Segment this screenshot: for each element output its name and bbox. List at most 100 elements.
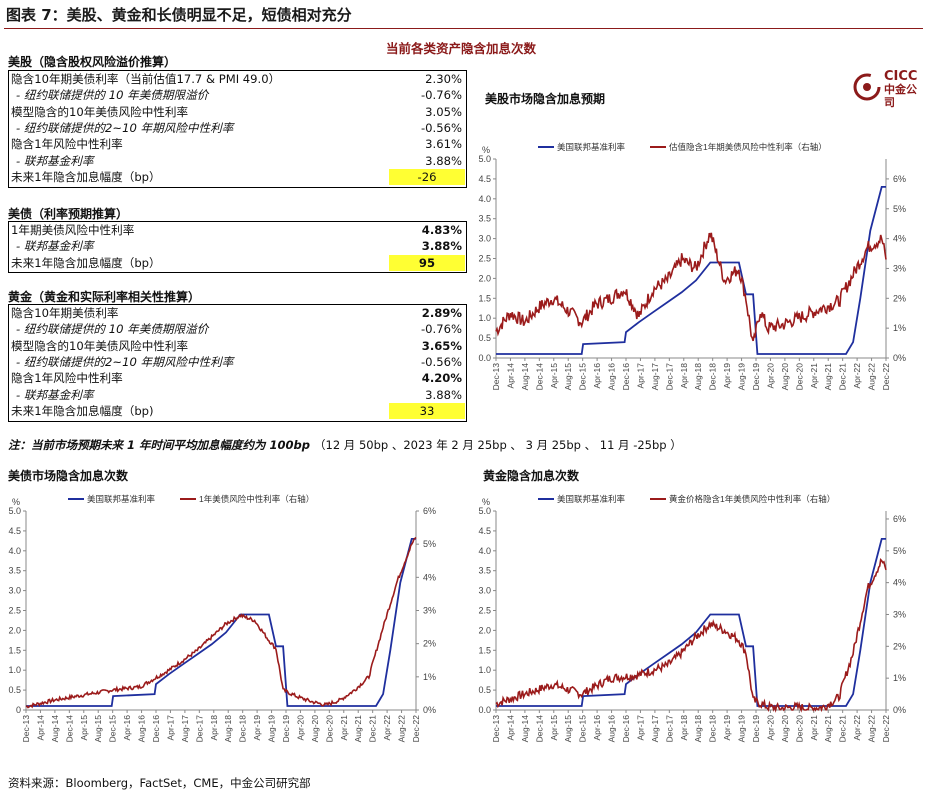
x-tick-label: Apr-22: [852, 363, 862, 389]
x-tick-label: Dec-16: [621, 715, 631, 743]
fed-rate-line: [496, 538, 886, 707]
x-tick-label: Dec-14: [534, 715, 544, 743]
y-right-tick-label: 1%: [423, 672, 436, 682]
x-tick-label: Apr-14: [505, 715, 515, 741]
x-tick-label: Apr-21: [809, 363, 819, 389]
y-tick-label: 1.5: [478, 645, 491, 655]
x-tick-label: Apr-19: [722, 715, 732, 741]
x-tick-label: Dec-21: [838, 363, 848, 391]
table-row: 隐含1年风险中性利率 4.20%: [11, 371, 462, 386]
cicc-logo-icon: [853, 73, 881, 101]
x-tick-label: Apr-18: [209, 715, 219, 741]
x-tick-label: Dec-15: [578, 363, 588, 391]
x-tick-label: Dec-20: [794, 363, 804, 391]
stocks-table: 隐含10年期美债利率（当前估值17.7 & PMI 49.0） 2.30% - 纽…: [8, 71, 465, 186]
y-tick-label: 2.5: [478, 606, 491, 616]
table-row: 未来1年隐含加息幅度（bp) 33: [8, 402, 465, 420]
x-tick-label: Aug-20: [780, 363, 790, 391]
x-tick-label: Aug-14: [50, 715, 60, 743]
y-tick-label: 0.0: [478, 353, 491, 363]
x-tick-label: Apr-20: [765, 715, 775, 741]
x-tick-label: Aug-19: [737, 715, 747, 743]
x-tick-label: Dec-14: [64, 715, 74, 743]
x-tick-label: Dec-19: [751, 363, 761, 391]
chart-title: 美股市场隐含加息预期: [485, 92, 606, 106]
x-tick-label: Aug-21: [823, 363, 833, 391]
x-tick-label: Dec-18: [238, 715, 248, 743]
legend-fed-label: 美国联邦基准利率: [557, 142, 626, 152]
x-tick-label: Apr-16: [592, 363, 602, 389]
x-tick-label: Apr-18: [679, 363, 689, 389]
y-right-tick-label: 1%: [893, 323, 906, 333]
x-tick-label: Dec-22: [881, 363, 891, 391]
y-right-tick-label: 3%: [423, 606, 436, 616]
x-tick-label: Dec-13: [491, 363, 501, 391]
y-tick-label: 4.5: [478, 174, 491, 184]
y-tick-label: 2.5: [478, 254, 491, 264]
x-tick-label: Aug-20: [780, 715, 790, 743]
gold-result-value: 33: [389, 402, 465, 420]
fed-rate-line: [496, 186, 886, 355]
y-right-tick-label: 2%: [893, 293, 906, 303]
chart-title: 美债市场隐含加息次数: [8, 469, 129, 483]
x-tick-label: Dec-20: [794, 715, 804, 743]
stocks-result-value: -26: [389, 168, 465, 186]
y-tick-label: 3.0: [8, 586, 21, 596]
bonds-heading: 美债（利率预期推算）: [8, 207, 129, 221]
implied-rate-line: [495, 232, 887, 342]
table-row: 未来1年隐含加息幅度（bp） 95: [8, 254, 465, 271]
x-tick-label: Aug-19: [737, 363, 747, 391]
y-right-tick-label: 4%: [423, 572, 436, 582]
legend-fed-label: 美国联邦基准利率: [87, 494, 156, 504]
x-tick-label: Dec-19: [281, 715, 291, 743]
page-subtitle: 当前各类资产隐含加息次数: [386, 41, 537, 56]
y-tick-label: 1.5: [8, 645, 21, 655]
y-right-tick-label: 5%: [893, 204, 906, 214]
y-tick-label: 0.5: [8, 685, 21, 695]
x-tick-label: Dec-21: [838, 715, 848, 743]
x-tick-label: Apr-21: [809, 715, 819, 741]
table-row: 隐含1年风险中性利率 3.61%: [11, 137, 462, 152]
y-tick-label: 0.0: [478, 705, 491, 715]
x-tick-label: Apr-16: [592, 715, 602, 741]
x-tick-label: Dec-15: [578, 715, 588, 743]
x-tick-label: Dec-17: [664, 715, 674, 743]
legend-implied-label: 黄金价格隐含1年美债风险中性利率（右轴）: [669, 494, 835, 504]
gold-heading: 黄金（黄金和实际利率相关性推算）: [8, 290, 201, 304]
table-row: - 联邦基金利率 3.88%: [16, 153, 462, 168]
y-right-tick-label: 6%: [893, 174, 906, 184]
x-tick-label: Apr-17: [635, 715, 645, 741]
y-tick-label: 1.5: [478, 293, 491, 303]
y-right-tick-label: 5%: [893, 546, 906, 556]
x-tick-label: Aug-16: [607, 715, 617, 743]
y-right-tick-label: 4%: [893, 578, 906, 588]
x-tick-label: Apr-20: [765, 363, 775, 389]
y-right-tick-label: 0%: [893, 705, 906, 715]
y-tick-label: 4.5: [478, 526, 491, 536]
y-right-tick-label: 1%: [893, 673, 906, 683]
x-tick-label: Apr-21: [339, 715, 349, 741]
table-row: - 纽约联储提供的 10 年美债期限溢价 -0.76%: [16, 322, 462, 337]
x-tick-label: Aug-14: [520, 363, 530, 391]
x-tick-label: Dec-22: [411, 715, 421, 743]
bonds-box: [8, 221, 467, 273]
x-tick-label: Apr-19: [252, 715, 262, 741]
y-tick-label: 0.5: [478, 685, 491, 695]
title-divider: [4, 28, 923, 29]
x-tick-label: Aug-15: [563, 715, 573, 743]
y-tick-label: 5.0: [478, 154, 491, 164]
y-right-tick-label: 5%: [423, 539, 436, 549]
chart-title: 黄金隐含加息次数: [483, 469, 580, 483]
page-title: 图表 7：美股、黄金和长债明显不足，短债相对充分: [6, 6, 352, 24]
x-tick-label: Aug-22: [867, 715, 877, 743]
bonds-result-value: 95: [389, 254, 465, 271]
y-tick-label: 2.0: [8, 625, 21, 635]
y-tick-label: 3.0: [478, 234, 491, 244]
x-tick-label: Dec-16: [621, 363, 631, 391]
y-tick-label: 4.0: [8, 546, 21, 556]
x-tick-label: Apr-22: [852, 715, 862, 741]
x-tick-label: Dec-17: [664, 363, 674, 391]
y-tick-label: 5.0: [478, 506, 491, 516]
y-tick-label: 4.0: [478, 546, 491, 556]
y-tick-label: 3.0: [478, 586, 491, 596]
